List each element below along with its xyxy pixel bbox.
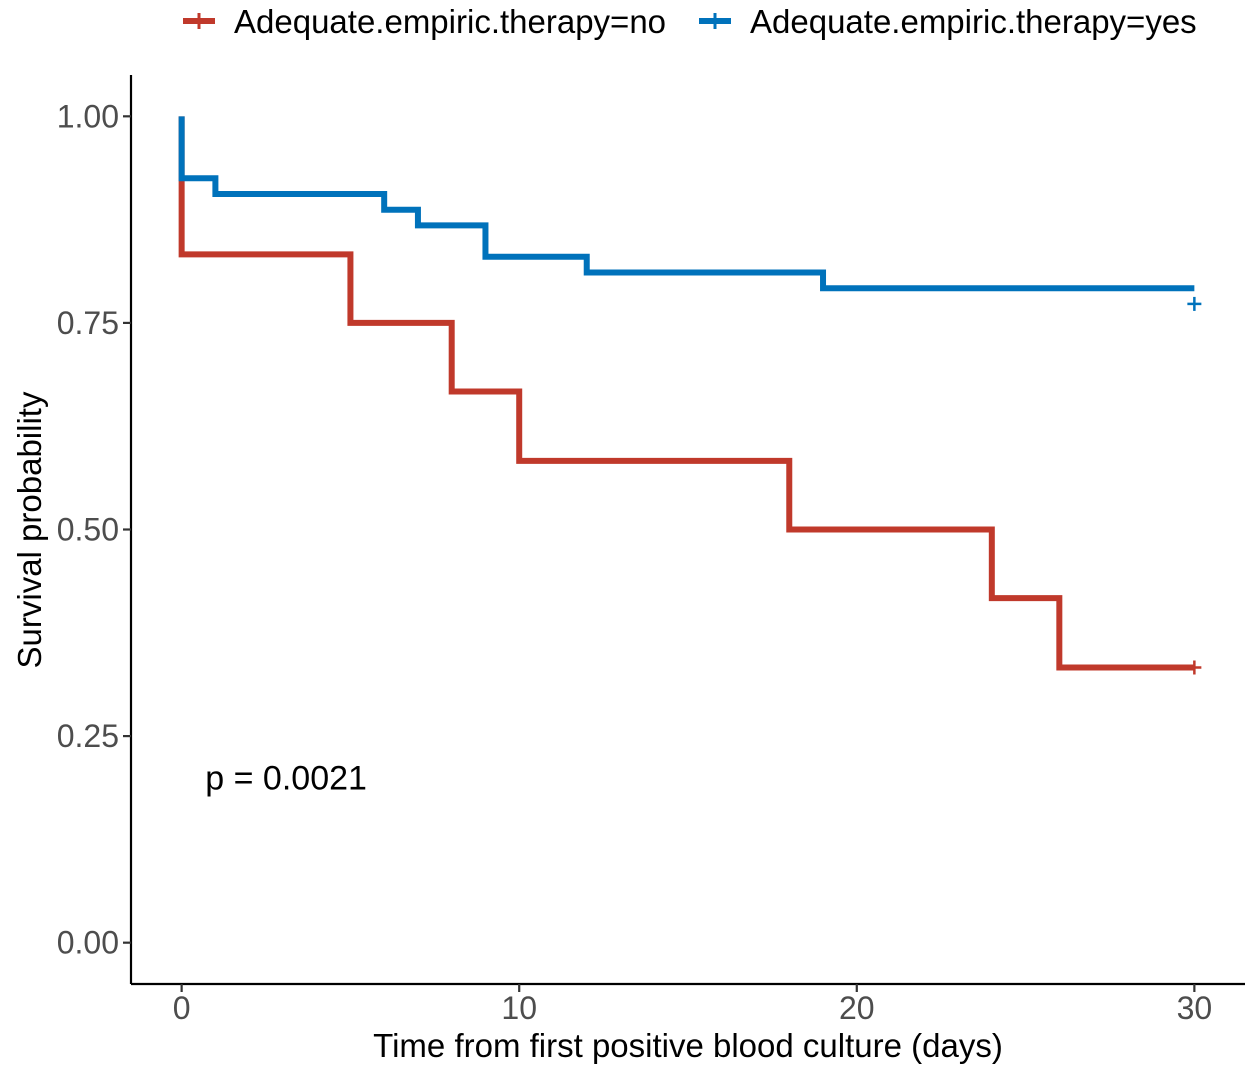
survival-curve-yes bbox=[178, 116, 1195, 292]
x-tick-label: 20 bbox=[839, 990, 875, 1026]
x-axis-title: Time from first positive blood culture (… bbox=[373, 1027, 1003, 1064]
p-value-annotation: p = 0.0021 bbox=[205, 759, 367, 797]
y-tick-label: 1.00 bbox=[57, 98, 119, 134]
legend: Adequate.empiric.therapy=no Adequate.emp… bbox=[183, 3, 1197, 40]
y-tick-label: 0.25 bbox=[57, 718, 119, 754]
y-tick-label: 0.75 bbox=[57, 305, 119, 341]
y-axis-title: Survival probability bbox=[11, 391, 48, 668]
y-ticks: 0.00 0.25 0.50 0.75 1.00 bbox=[57, 98, 131, 961]
legend-label-yes: Adequate.empiric.therapy=yes bbox=[750, 3, 1197, 40]
x-tick-label: 10 bbox=[501, 990, 537, 1026]
legend-label-no: Adequate.empiric.therapy=no bbox=[234, 3, 666, 40]
survival-curve-no bbox=[178, 116, 1195, 671]
y-tick-label: 0.50 bbox=[57, 512, 119, 548]
x-ticks: 0 10 20 30 bbox=[173, 984, 1212, 1026]
series-layer bbox=[178, 116, 1202, 675]
x-tick-label: 0 bbox=[173, 990, 191, 1026]
x-tick-label: 30 bbox=[1177, 990, 1213, 1026]
y-tick-label: 0.00 bbox=[57, 925, 119, 961]
